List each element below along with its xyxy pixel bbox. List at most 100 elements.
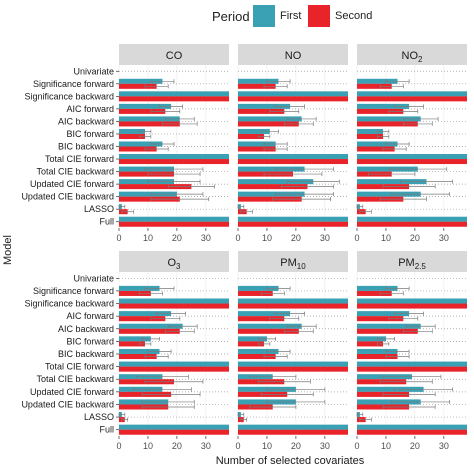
bar-second (119, 429, 229, 435)
legend-label-second: Second (335, 10, 373, 22)
y-tick-label: LASSO (84, 412, 114, 422)
bar-first (238, 298, 348, 304)
bar-first (357, 216, 467, 222)
legend-swatch-second (308, 5, 330, 27)
y-tick-label: Total CIE forward (45, 154, 114, 164)
bar-first (357, 166, 418, 172)
bar-first (357, 191, 421, 197)
bar-second (238, 121, 299, 127)
bar-second (119, 366, 229, 372)
x-tick-label: 10 (381, 441, 391, 451)
x-tick-label: 30 (439, 233, 449, 243)
bar-first (119, 348, 160, 354)
y-tick-label: Updated CIE backward (21, 399, 114, 409)
bar-first (238, 311, 291, 317)
y-tick-label: Updated CIE forward (30, 387, 114, 397)
bar-second (357, 121, 418, 127)
panel-title: NO2 (402, 50, 424, 64)
panel-strip (357, 44, 467, 65)
bar-first (238, 323, 302, 329)
bar-second (119, 83, 157, 89)
bar-first (238, 116, 302, 122)
bar-second (238, 133, 265, 139)
bar-first (119, 78, 163, 84)
bar-first (357, 141, 398, 147)
bar-second (357, 341, 384, 347)
y-tick-label: AIC backward (58, 324, 114, 334)
bar-first (357, 78, 398, 84)
x-tick-label: 10 (262, 233, 272, 243)
x-axis-title: Number of selected covariates (216, 455, 365, 467)
bar-first (357, 116, 421, 122)
bar-second (238, 184, 308, 190)
panel-strip (238, 44, 348, 65)
bar-second (357, 96, 467, 102)
y-tick-label: Univariate (73, 273, 114, 283)
bar-second (357, 133, 384, 139)
bar-first (357, 323, 421, 329)
bar-second (357, 108, 404, 114)
bar-second (238, 303, 348, 309)
x-tick-label: 10 (143, 233, 153, 243)
legend-key-first[interactable]: First (253, 5, 311, 27)
bar-first (238, 424, 348, 430)
x-tick-label: 0 (116, 233, 121, 243)
bar-second (357, 316, 404, 322)
bar-first (357, 154, 467, 160)
y-tick-label: BIC backward (58, 349, 114, 359)
bar-first (238, 285, 279, 291)
bar-second (238, 366, 348, 372)
bar-first (238, 78, 279, 84)
bar-second (238, 96, 348, 102)
bar-second (119, 96, 229, 102)
x-tick-label: 0 (116, 441, 121, 451)
bar-first (357, 348, 398, 354)
panel-strip (119, 44, 229, 65)
bar-first (238, 154, 348, 160)
x-tick-label: 20 (291, 233, 301, 243)
y-tick-label: Total CIE backward (36, 374, 114, 384)
panel-strip (357, 251, 467, 272)
y-axis-title: Model (2, 235, 14, 265)
x-tick-label: 30 (201, 233, 211, 243)
bar-first (357, 361, 467, 367)
panel-title: PM10 (280, 257, 306, 271)
bar-second (238, 221, 348, 227)
bar-first (357, 91, 467, 97)
bar-second (119, 171, 174, 177)
legend-key-second[interactable]: Second (308, 5, 372, 27)
bar-first (119, 91, 229, 97)
bar-second (119, 328, 180, 334)
bar-second (238, 159, 348, 165)
y-tick-label: Significance backward (24, 299, 114, 309)
bar-first (357, 386, 424, 392)
bar-second (357, 221, 467, 227)
legend-label-first: First (280, 10, 302, 22)
bar-second (119, 133, 146, 139)
x-tick-label: 10 (381, 233, 391, 243)
bar-first (119, 154, 229, 160)
panel-title: CO (166, 50, 183, 62)
x-tick-label: 20 (410, 441, 420, 451)
bar-first (119, 191, 177, 197)
bar-second (238, 83, 276, 89)
bar-second (119, 121, 180, 127)
x-tick-label: 0 (354, 233, 359, 243)
bar-second (119, 354, 157, 360)
x-tick-label: 30 (320, 441, 330, 451)
bar-second (357, 303, 467, 309)
y-tick-label: BIC forward (66, 129, 114, 139)
x-tick-label: 20 (172, 441, 182, 451)
bar-second (119, 341, 146, 347)
bar-second (238, 429, 348, 435)
bar-first (119, 424, 229, 430)
bar-second (357, 354, 398, 360)
bar-first (357, 128, 384, 134)
legend: Period First Second (0, 0, 474, 34)
x-tick-label: 0 (354, 441, 359, 451)
bar-second (119, 159, 229, 165)
bar-second (357, 83, 392, 89)
bar-second (119, 146, 157, 152)
bar-first (238, 91, 348, 97)
